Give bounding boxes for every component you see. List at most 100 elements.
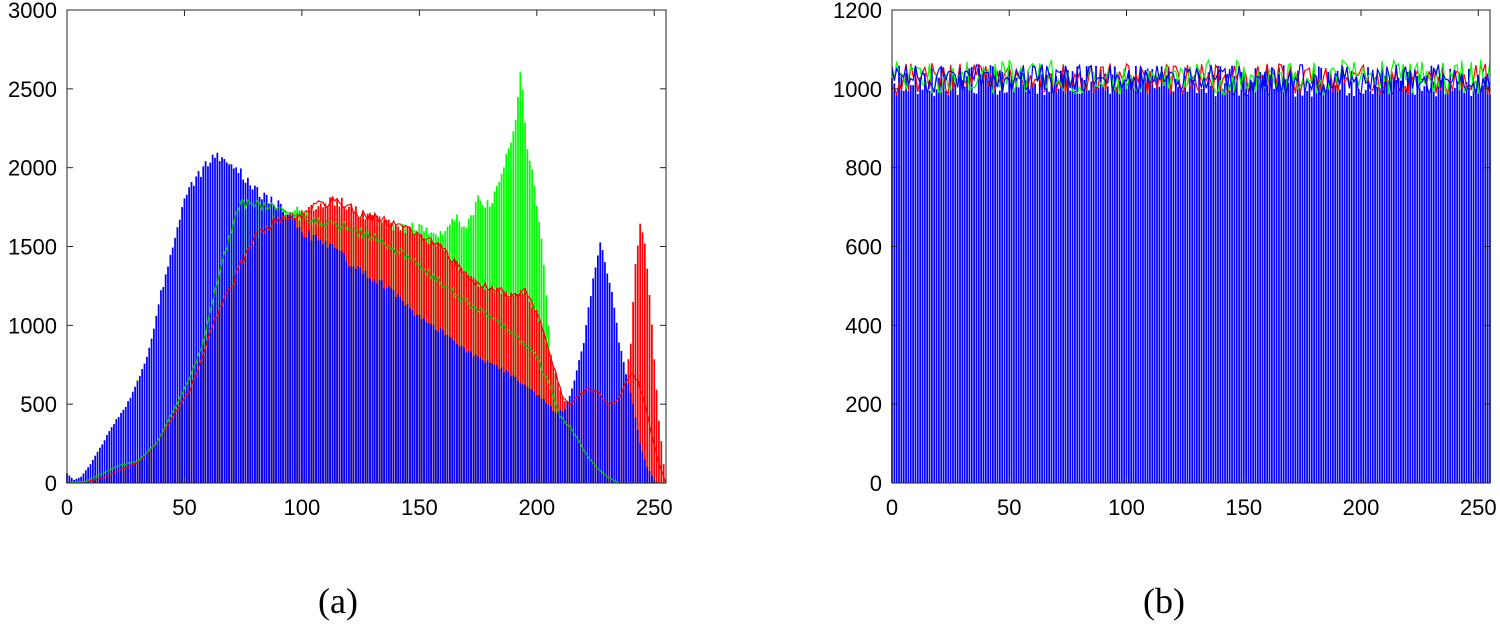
bar-a-1-249 xyxy=(651,324,653,483)
bar-b-0-88 xyxy=(1097,87,1100,483)
bar-a-2-80 xyxy=(254,185,256,483)
bar-b-0-43 xyxy=(991,66,994,483)
bar-a-2-173 xyxy=(472,356,475,483)
bar-b-0-230 xyxy=(1430,65,1433,483)
bar-b-0-191 xyxy=(1339,89,1341,484)
bar-b-0-204 xyxy=(1369,90,1372,483)
bar-a-2-178 xyxy=(484,362,486,483)
bar-a-2-167 xyxy=(458,346,461,483)
y-tick-label-a-1500: 1500 xyxy=(8,235,57,260)
bar-a-2-26 xyxy=(127,401,129,483)
bar-b-0-85 xyxy=(1090,81,1093,483)
bar-b-0-174 xyxy=(1299,89,1301,483)
bar-b-0-34 xyxy=(970,66,973,483)
bar-a-2-188 xyxy=(507,371,510,483)
bar-b-0-144 xyxy=(1228,84,1231,484)
bar-a-2-68 xyxy=(225,162,228,483)
bar-b-0-122 xyxy=(1177,86,1179,484)
bar-a-2-72 xyxy=(235,167,237,483)
bar-b-0-205 xyxy=(1371,93,1374,484)
bar-b-0-214 xyxy=(1392,78,1395,483)
bar-a-2-141 xyxy=(397,294,400,483)
bar-a-1-243 xyxy=(636,245,639,483)
bar-b-0-161 xyxy=(1268,74,1271,483)
bar-b-0-79 xyxy=(1076,66,1079,483)
bar-b-0-78 xyxy=(1074,91,1076,483)
bar-b-0-95 xyxy=(1113,66,1116,483)
plot-area-b xyxy=(891,58,1491,484)
bar-a-2-52 xyxy=(188,187,191,483)
bar-a-2-247 xyxy=(646,466,649,483)
bar-b-0-160 xyxy=(1266,65,1269,483)
bar-b-0-64 xyxy=(1041,74,1043,483)
bar-a-1-253 xyxy=(660,441,663,483)
bar-a-2-54 xyxy=(192,185,195,483)
bar-b-0-10 xyxy=(914,67,917,483)
bar-b-0-250 xyxy=(1477,77,1480,483)
bar-a-2-30 xyxy=(136,380,139,483)
x-tick-label-b-100: 100 xyxy=(1108,495,1145,520)
bar-b-0-29 xyxy=(959,76,961,484)
bar-a-2-239 xyxy=(627,383,630,483)
bar-b-0-148 xyxy=(1238,95,1240,483)
bar-b-0-115 xyxy=(1160,66,1163,483)
bar-a-2-19 xyxy=(110,427,113,483)
bar-b-0-107 xyxy=(1142,82,1144,483)
bar-b-0-232 xyxy=(1435,96,1437,483)
bar-a-2-222 xyxy=(587,307,590,483)
bar-b-0-159 xyxy=(1263,76,1266,484)
series-a-4 xyxy=(66,198,666,484)
bar-a-2-36 xyxy=(150,338,153,483)
bar-b-0-42 xyxy=(989,65,992,483)
bar-b-0-40 xyxy=(984,72,987,483)
bar-a-2-46 xyxy=(174,237,176,483)
bar-a-2-132 xyxy=(376,283,378,483)
y-tick-label-b-200: 200 xyxy=(845,392,882,417)
bar-a-2-115 xyxy=(336,248,339,483)
bar-a-2-100 xyxy=(301,232,303,483)
bar-a-2-179 xyxy=(486,360,489,483)
bar-a-2-149 xyxy=(416,314,418,483)
histogram-panel-b: 0 50 100 150 200 250 0 200 400 600 800 1000 1200 xyxy=(780,0,1500,627)
bar-a-2-38 xyxy=(155,315,158,483)
bar-a-2-213 xyxy=(566,401,569,483)
bar-b-0-12 xyxy=(919,77,922,483)
bar-a-2-147 xyxy=(411,309,414,483)
bar-a-2-125 xyxy=(359,267,362,483)
bar-a-2-168 xyxy=(460,345,463,483)
bar-a-2-209 xyxy=(557,411,559,483)
bar-a-2-90 xyxy=(277,200,280,483)
bar-a-2-87 xyxy=(270,196,273,483)
bar-b-0-91 xyxy=(1104,73,1107,483)
bar-a-0-193 xyxy=(519,72,522,484)
bar-b-0-22 xyxy=(942,69,945,484)
bar-a-2-48 xyxy=(178,219,181,483)
bar-b-0-206 xyxy=(1374,84,1376,483)
bar-a-2-101 xyxy=(303,236,306,483)
bar-a-2-104 xyxy=(310,240,313,483)
bar-a-2-146 xyxy=(409,308,411,483)
line-a-3 xyxy=(66,195,667,484)
bar-b-0-54 xyxy=(1017,87,1020,483)
bar-a-2-163 xyxy=(449,336,451,483)
bar-a-2-154 xyxy=(427,322,430,483)
bar-a-2-151 xyxy=(420,319,423,483)
bar-a-2-249 xyxy=(651,475,653,483)
bar-b-0-108 xyxy=(1144,71,1147,483)
bar-a-2-128 xyxy=(366,277,369,483)
bar-b-0-210 xyxy=(1383,76,1386,483)
bar-a-1-242 xyxy=(634,264,637,483)
bar-b-0-182 xyxy=(1317,66,1320,483)
bar-a-1-251 xyxy=(655,389,658,483)
bar-b-0-221 xyxy=(1409,69,1412,483)
bar-b-0-116 xyxy=(1163,78,1165,483)
bar-b-0-127 xyxy=(1188,78,1191,484)
bar-a-2-32 xyxy=(141,369,144,483)
bar-b-0-99 xyxy=(1123,81,1126,483)
bar-a-1-245 xyxy=(641,232,644,483)
bar-b-0-97 xyxy=(1118,81,1121,483)
bar-a-2-57 xyxy=(200,176,202,483)
bar-b-0-212 xyxy=(1388,80,1391,483)
bar-b-0-6 xyxy=(905,72,907,483)
bar-b-0-158 xyxy=(1261,74,1264,484)
